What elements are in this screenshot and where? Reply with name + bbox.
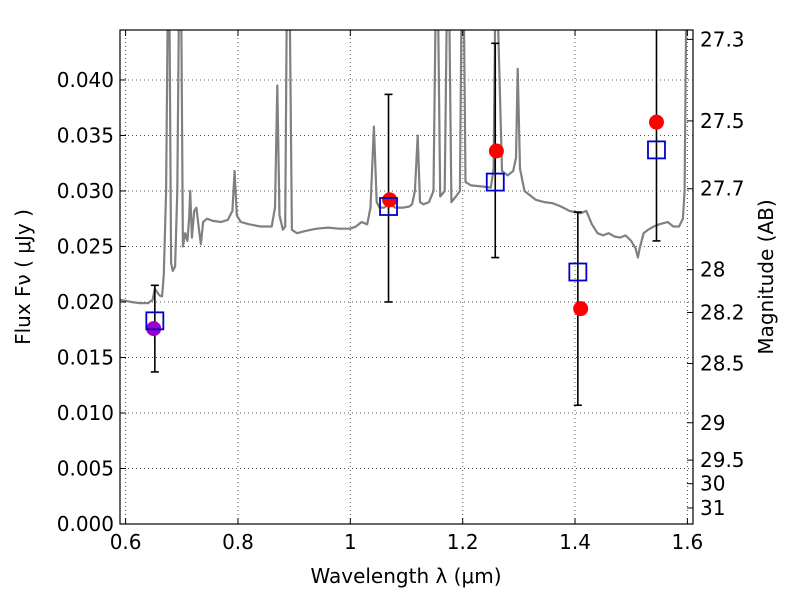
y-axis-ticks: 0.000 0.005 0.010 0.015 0.020 0.025 0.030 0.035… [57,68,126,536]
y2-tick-label: 30 [700,472,725,496]
model-point [647,140,666,160]
observed-point [382,192,398,208]
y2-tick-label: 28 [700,258,725,282]
y-tick-label: 0.035 [57,123,114,147]
model-point [145,311,165,331]
y-tick-label: 0.030 [57,179,114,203]
y2-tick-label: 27.3 [700,27,745,51]
model-point [568,262,588,282]
x-axis-ticks: 0.6 0.8 1 1.2 1.4 1.6 [110,30,703,554]
y-tick-label: 0.015 [57,345,114,369]
model-series [145,140,666,331]
y-tick-label: 0.020 [57,290,114,314]
model-point [485,172,505,192]
x-tick-label: 1.6 [671,530,703,554]
spectrum-series [120,30,688,305]
y-tick-label: 0.005 [57,456,114,480]
x-tick-label: 0.6 [110,530,142,554]
y2-axis-label: Magnitude (AB) [754,199,778,354]
y2-tick-label: 27.5 [700,109,745,133]
observed-point [488,143,504,159]
observed-series [146,114,664,337]
y-tick-label: 0.025 [57,234,114,258]
grid [120,30,693,525]
x-tick-label: 1.4 [559,530,591,554]
observed-point [573,301,589,317]
y-axis-label: Flux Fν ( μJy ) [11,209,35,345]
y2-tick-label: 28.5 [700,352,745,376]
y-tick-label: 0.000 [57,512,114,536]
y-tick-label: 0.040 [57,68,114,92]
y2-tick-label: 27.7 [700,177,745,201]
spectrum-line [120,30,688,305]
y-tick-label: 0.010 [57,401,114,425]
plot-frame [119,29,694,525]
observed-point [648,114,664,130]
x-tick-label: 0.8 [222,530,254,554]
y2-tick-label: 29 [700,411,725,435]
y2-tick-label: 28.2 [700,300,745,324]
x-tick-label: 1 [344,530,357,554]
y2-tick-label: 31 [700,496,725,520]
x-tick-label: 1.2 [447,530,479,554]
x-axis-label: Wavelength λ (μm) [310,564,501,588]
error-bars [150,30,661,407]
y2-tick-label: 29.5 [700,448,745,472]
model-point [379,197,398,216]
